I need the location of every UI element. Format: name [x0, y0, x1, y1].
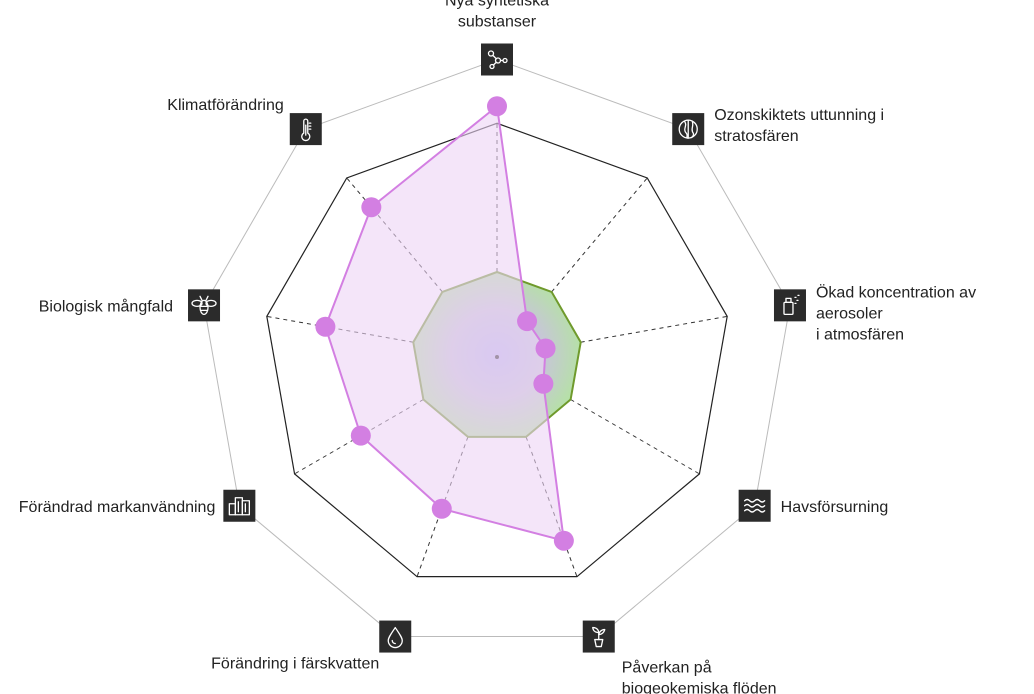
axis-label-line: i atmosfären — [816, 326, 904, 343]
axis-spoke — [570, 399, 700, 475]
axis-label-line: Ökad koncentration av — [816, 283, 976, 301]
axis-label-line: Klimatförändring — [167, 97, 284, 114]
data-point[interactable] — [361, 197, 382, 218]
axis-label-line: Ozonskiktets uttunning i — [714, 107, 884, 124]
data-point[interactable] — [517, 311, 538, 332]
axis-label-line: Nya syntetiska — [445, 0, 549, 10]
axis-label: Ökad koncentration av aerosoler i atmosfär… — [816, 283, 976, 343]
axis-label-line: aerosoler — [816, 305, 883, 322]
axis-label: Biologisk mångfald — [39, 297, 173, 315]
data-point[interactable] — [431, 498, 452, 519]
data-point[interactable] — [535, 338, 556, 359]
axis-label: Nya syntetiska substanser — [445, 0, 549, 31]
axis-label-line: Förändring i färskvatten — [211, 656, 379, 673]
icon-box — [223, 489, 256, 522]
axis-label-line: Påverkan på — [622, 659, 712, 677]
buildings-icon — [223, 489, 256, 522]
data-point[interactable] — [533, 373, 554, 394]
axis-label-line: biogeokemiska flöden — [622, 681, 777, 694]
bee-icon — [188, 289, 221, 322]
axis-label: Ozonskiktets uttunning i stratosfären — [714, 107, 884, 145]
data-point[interactable] — [553, 530, 574, 551]
axis-label-line: substanser — [458, 14, 537, 31]
axis-spoke — [580, 315, 728, 343]
main-ring — [266, 122, 728, 578]
axis-spoke — [551, 177, 648, 293]
icon-box — [773, 289, 806, 322]
axis-label: Klimatförändring — [167, 97, 284, 114]
axis-label-line: stratosfären — [714, 128, 798, 145]
axis-label-line: Havsförsurning — [781, 499, 889, 516]
axis-label: Förändrad markanvändning — [19, 499, 216, 516]
axis-label: Havsförsurning — [781, 499, 889, 516]
sprout-icon — [582, 620, 615, 653]
values-area — [324, 105, 565, 542]
axis-label-line: Förändrad markanvändning — [19, 499, 216, 516]
axis-label: Påverkan på biogeokemiska flöden — [622, 659, 777, 694]
waves-icon — [738, 489, 771, 522]
axis-label: Förändring i färskvatten — [211, 656, 379, 673]
data-point[interactable] — [315, 316, 336, 337]
spray-can-icon — [773, 289, 806, 322]
icon-box — [481, 43, 513, 76]
globe-icon — [672, 113, 705, 146]
water-drop-icon — [379, 620, 412, 653]
axis-label-line: Biologisk mångfald — [39, 297, 173, 315]
data-point[interactable] — [350, 425, 371, 446]
data-point[interactable] — [487, 96, 507, 117]
outer-ring — [203, 58, 791, 638]
thermometer-icon — [289, 113, 322, 146]
molecule-icon — [481, 43, 513, 76]
